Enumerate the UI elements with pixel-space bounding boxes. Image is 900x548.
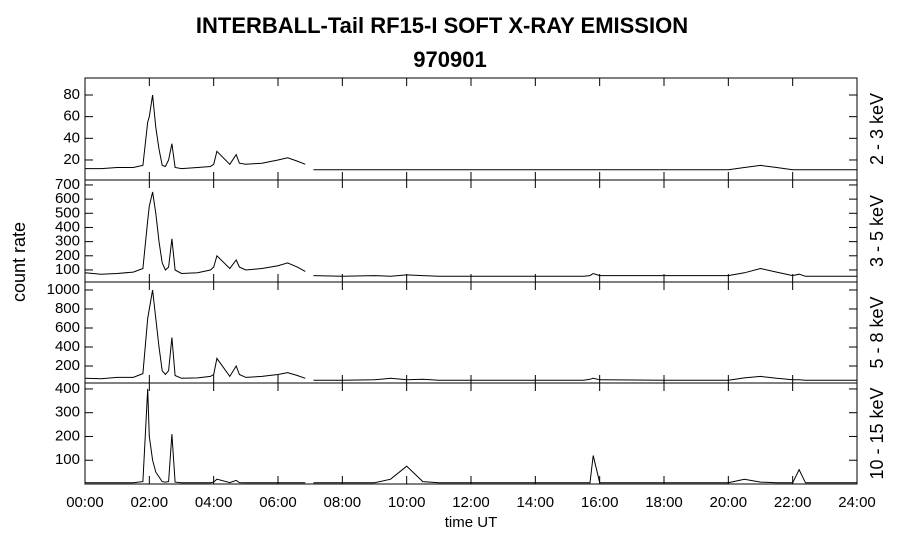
y-tick-label: 300 bbox=[55, 404, 80, 421]
y-tick-label: 600 bbox=[55, 319, 80, 336]
x-tick-label: 02:00 bbox=[131, 494, 169, 511]
y-tick-label: 200 bbox=[55, 247, 80, 264]
series-line bbox=[85, 94, 857, 171]
panel-frame bbox=[84, 281, 858, 384]
x-tick-label: 20:00 bbox=[710, 494, 748, 511]
y-tick-label: 400 bbox=[55, 380, 80, 397]
panel-frame bbox=[84, 179, 858, 283]
y-tick-label: 400 bbox=[55, 218, 80, 235]
series-line bbox=[85, 388, 857, 484]
y-tick-label: 200 bbox=[55, 427, 80, 444]
y-tick-label: 200 bbox=[55, 357, 80, 374]
y-tick-label: 400 bbox=[55, 338, 80, 355]
y-tick-label: 20 bbox=[63, 151, 80, 168]
y-tick-label: 500 bbox=[55, 204, 80, 221]
y-tick-label: 100 bbox=[55, 261, 80, 278]
x-tick-label: 04:00 bbox=[195, 494, 233, 511]
panel-label: 5 - 8 keV bbox=[867, 296, 887, 368]
x-tick-label: 16:00 bbox=[581, 494, 619, 511]
panel-label: 2 - 3 keV bbox=[867, 93, 887, 165]
x-tick-label: 18:00 bbox=[645, 494, 683, 511]
y-tick-label: 800 bbox=[55, 300, 80, 317]
x-tick-label: 00:00 bbox=[66, 494, 104, 511]
panel-frame bbox=[84, 382, 858, 485]
y-tick-label: 700 bbox=[55, 176, 80, 193]
y-tick-label: 80 bbox=[63, 86, 80, 103]
x-tick-label: 06:00 bbox=[259, 494, 297, 511]
panel-label: 10 - 15 keV bbox=[867, 387, 887, 479]
x-tick-label: 10:00 bbox=[388, 494, 426, 511]
x-tick-label: 24:00 bbox=[838, 494, 876, 511]
y-tick-label: 300 bbox=[55, 233, 80, 250]
chart-title: INTERBALL-Tail RF15-I SOFT X-RAY EMISSIO… bbox=[196, 13, 688, 38]
y-tick-label: 100 bbox=[55, 451, 80, 468]
panel-frame bbox=[84, 77, 858, 181]
x-axis-label: time UT bbox=[445, 514, 498, 531]
y-tick-label: 40 bbox=[63, 129, 80, 146]
series-line bbox=[84, 289, 857, 381]
y-tick-label: 1000 bbox=[47, 281, 80, 298]
x-tick-label: 12:00 bbox=[452, 494, 490, 511]
y-axis-label: count rate bbox=[9, 222, 29, 302]
y-tick-label: 600 bbox=[55, 190, 80, 207]
chart-subtitle: 970901 bbox=[413, 47, 486, 72]
y-tick-label: 60 bbox=[63, 108, 80, 125]
x-tick-label: 22:00 bbox=[774, 494, 812, 511]
x-tick-label: 08:00 bbox=[324, 494, 362, 511]
panel-label: 3 - 5 keV bbox=[867, 195, 887, 267]
x-tick-label: 14:00 bbox=[517, 494, 555, 511]
series-line bbox=[84, 191, 857, 277]
